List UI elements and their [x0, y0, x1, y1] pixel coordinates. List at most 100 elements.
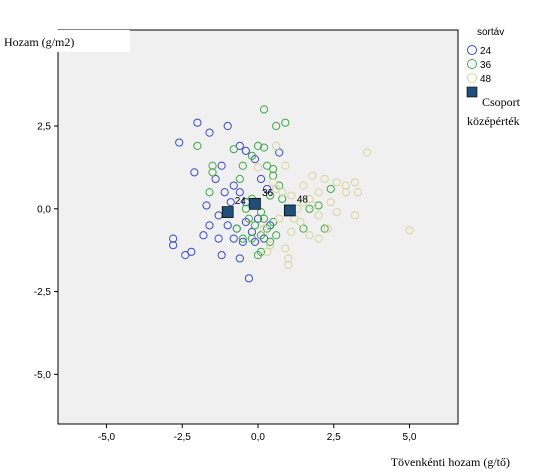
group-means: 24 36 48 [221, 188, 309, 218]
group-mean-marker-24 [221, 206, 234, 218]
data-point-36 [266, 237, 275, 246]
legend-label-24: 24 [480, 46, 492, 57]
data-point-24 [199, 231, 208, 240]
data-point-24 [275, 148, 284, 157]
data-point-36 [250, 221, 260, 230]
legend-label-48: 48 [480, 74, 492, 85]
data-points [169, 105, 414, 283]
data-point-24 [205, 128, 214, 137]
data-point-36 [253, 141, 263, 150]
data-point-36 [238, 161, 247, 170]
data-point-48 [281, 244, 290, 253]
data-point-48 [305, 231, 314, 240]
data-point-24 [229, 234, 238, 243]
data-point-48 [314, 211, 323, 220]
data-point-48 [314, 234, 323, 243]
data-point-48 [299, 198, 308, 207]
data-point-24 [202, 201, 211, 210]
data-point-24 [193, 118, 202, 127]
data-point-36 [247, 151, 257, 160]
data-point-24 [235, 141, 244, 150]
data-point-24 [205, 221, 214, 230]
data-point-24 [235, 188, 244, 197]
legend-marker-48 [467, 73, 477, 83]
data-point-24 [253, 214, 263, 223]
data-point-36 [235, 174, 244, 184]
data-point-36 [269, 164, 278, 174]
data-point-36 [256, 231, 266, 240]
data-point-48 [287, 227, 296, 237]
y-tick-label: -5,0 [34, 370, 52, 381]
y-title-background [2, 30, 130, 52]
data-point-48 [281, 161, 290, 170]
data-point-48 [308, 201, 317, 210]
data-point-24 [244, 274, 254, 283]
group-mean-marker-36 [249, 197, 261, 210]
data-point-48 [284, 260, 293, 270]
data-point-24 [256, 174, 266, 184]
data-point-48 [314, 188, 323, 197]
data-point-24 [169, 241, 178, 250]
x-tick-label: 2,5 [327, 432, 341, 443]
data-point-36 [193, 141, 202, 150]
x-tick-label: -5,0 [98, 432, 116, 443]
data-point-48 [341, 181, 350, 190]
data-point-48 [326, 198, 335, 207]
data-point-24 [187, 247, 196, 256]
data-point-36 [238, 234, 247, 243]
data-point-36 [247, 234, 257, 243]
data-point-36 [262, 224, 272, 233]
data-point-24 [247, 227, 257, 237]
data-point-48 [266, 241, 275, 250]
data-point-36 [256, 208, 266, 217]
data-point-36 [259, 143, 269, 152]
x-tick-label: -2,5 [174, 432, 192, 443]
group-mean-label-24: 24 [235, 196, 247, 207]
legend-marker-24 [467, 45, 477, 55]
data-point-36 [259, 105, 269, 114]
legend-label-mean-line1: Csoport [482, 95, 521, 109]
data-point-36 [278, 194, 287, 203]
data-point-48 [405, 226, 414, 235]
group-mean-label-48: 48 [297, 194, 309, 205]
data-point-36 [244, 214, 254, 223]
data-point-48 [305, 194, 314, 203]
data-point-24 [220, 188, 229, 197]
legend-label-mean-line2: középérték [467, 114, 520, 128]
data-point-36 [262, 161, 272, 170]
x-tick-label: 0,0 [251, 432, 265, 443]
data-point-24 [181, 251, 190, 260]
data-point-36 [326, 184, 335, 194]
data-point-48 [272, 141, 281, 150]
data-point-48 [287, 191, 296, 200]
data-point-48 [350, 211, 360, 220]
group-mean-marker-48 [283, 204, 296, 217]
data-point-48 [275, 214, 284, 223]
group-mean-label-36: 36 [262, 188, 274, 199]
legend: sortáv 24 36 48 Csoport középérték [466, 27, 523, 128]
data-point-48 [299, 181, 308, 190]
legend-marker-mean [466, 86, 478, 98]
data-point-24 [229, 181, 238, 190]
data-point-36 [229, 145, 238, 154]
x-axis-title: Tövenkénti hozam (g/tő) [391, 455, 510, 469]
data-point-24 [226, 198, 235, 207]
legend-title: sortáv [477, 27, 504, 38]
data-point-48 [278, 188, 287, 197]
data-point-36 [314, 201, 323, 210]
data-point-48 [308, 171, 317, 180]
data-point-36 [205, 188, 214, 197]
data-point-24 [223, 221, 232, 230]
data-point-48 [350, 178, 360, 187]
data-point-24 [223, 121, 232, 131]
data-point-36 [208, 161, 217, 170]
data-point-48 [296, 217, 305, 227]
data-point-36 [253, 251, 263, 260]
data-point-48 [262, 247, 272, 256]
data-point-36 [208, 168, 217, 177]
data-point-48 [269, 178, 278, 187]
legend-label-mean: Csoport középérték [467, 95, 523, 128]
data-point-24 [169, 234, 178, 243]
data-point-48 [320, 174, 329, 184]
